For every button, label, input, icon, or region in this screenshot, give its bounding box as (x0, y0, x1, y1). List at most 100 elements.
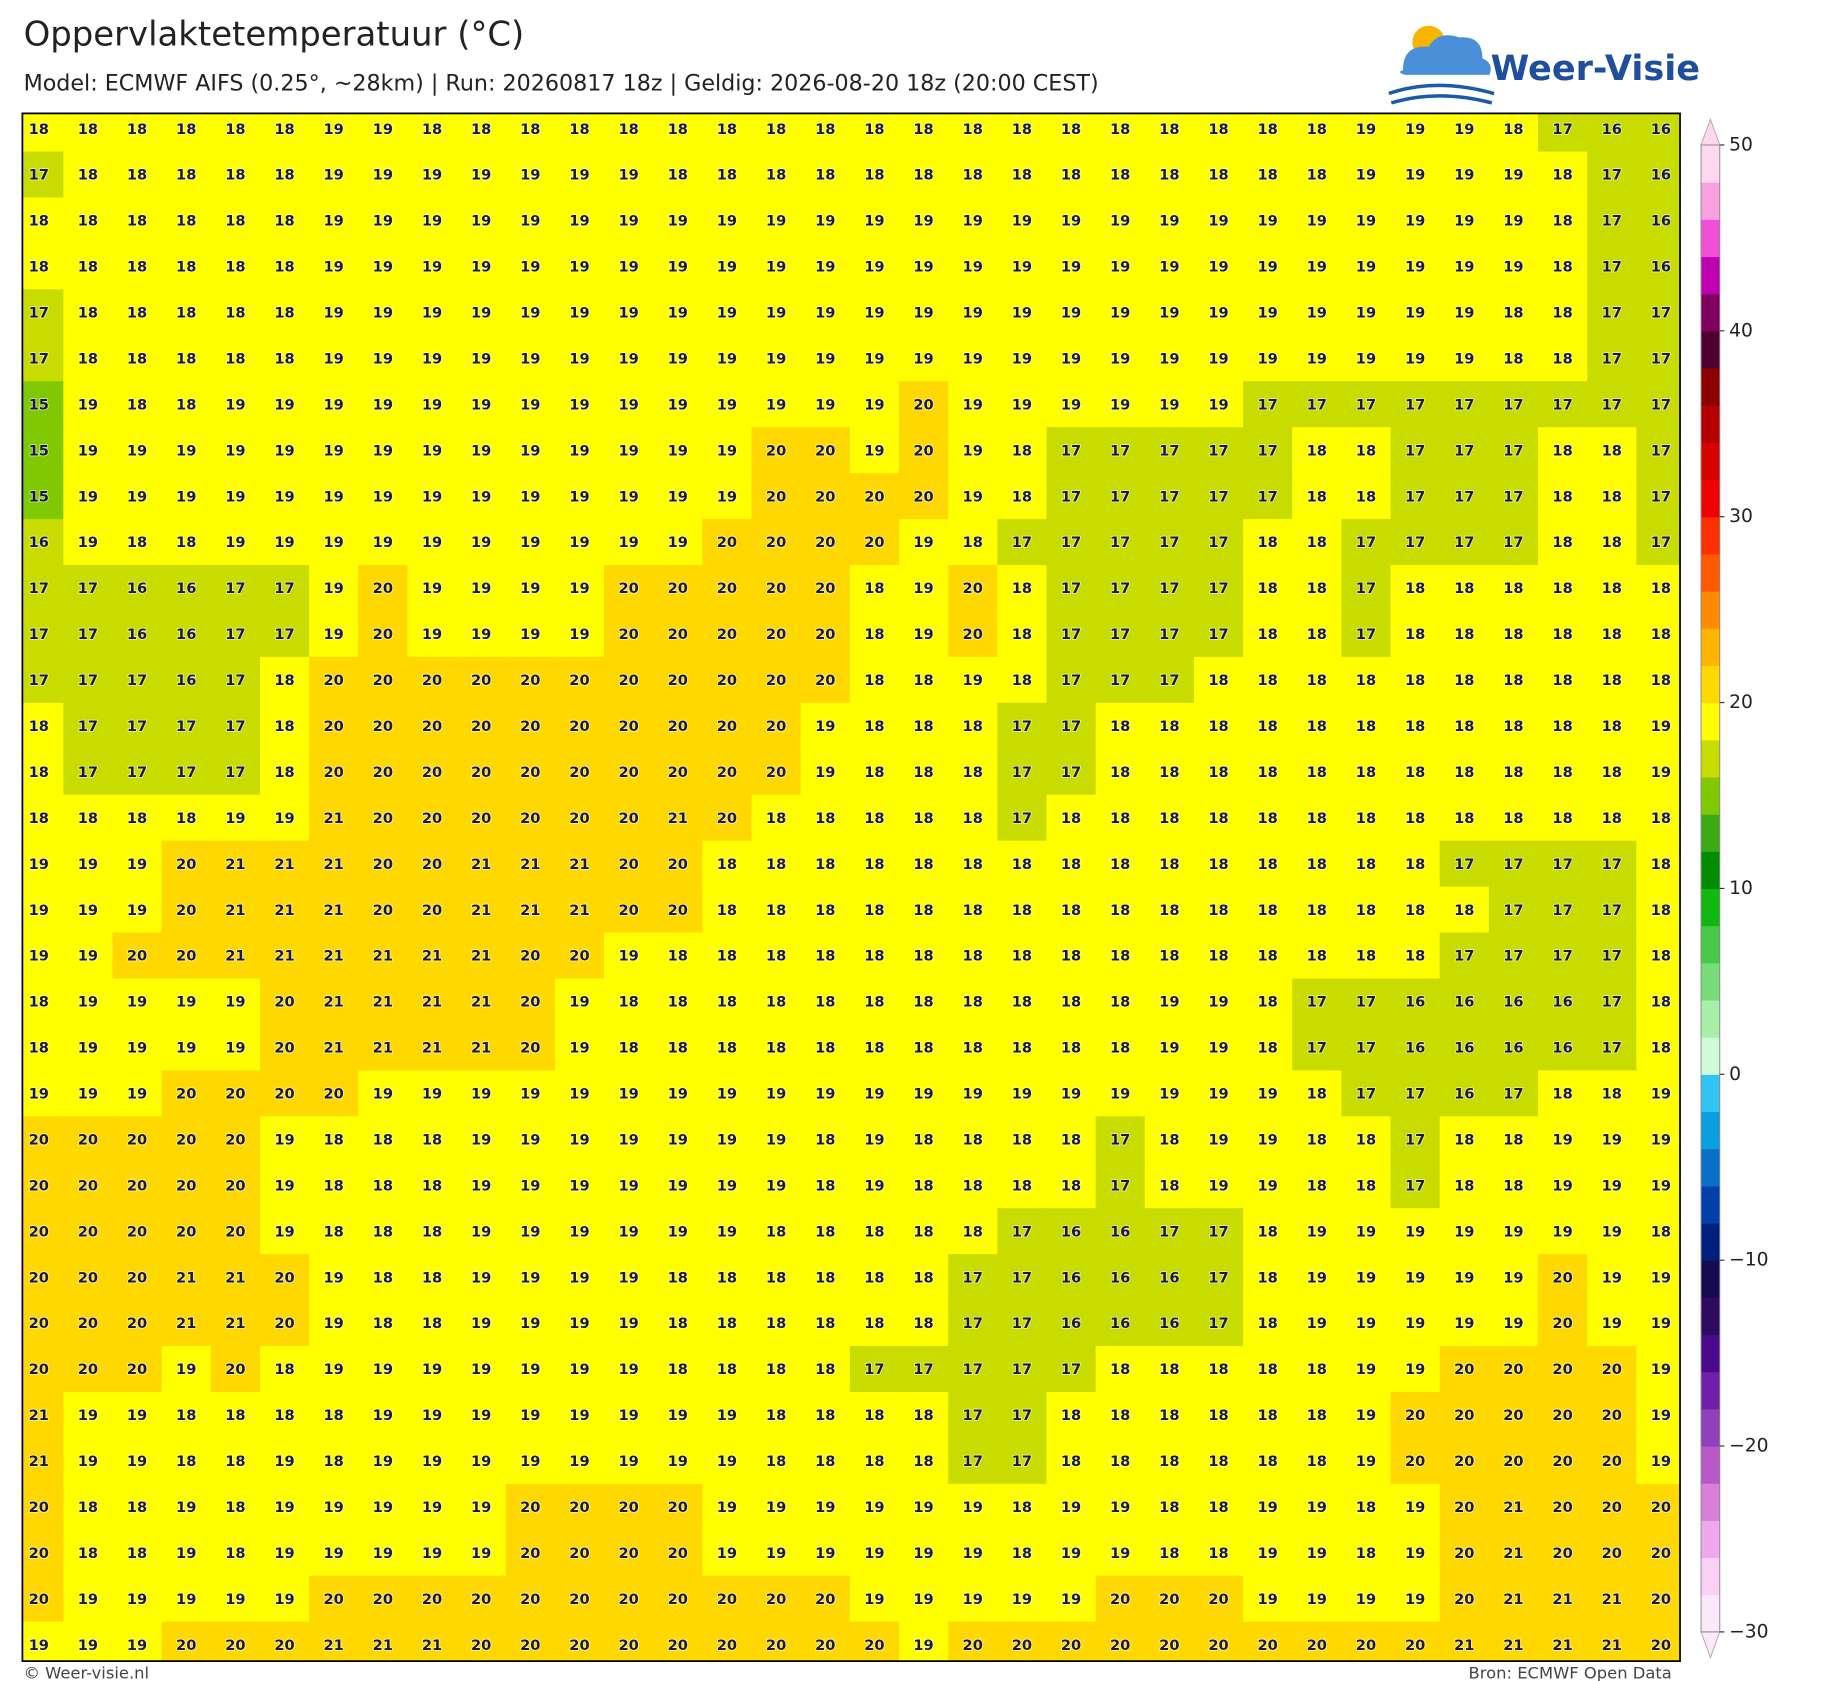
grid-cell (1144, 289, 1195, 337)
temperature-value: 18 (127, 534, 147, 551)
grid-cell (1390, 1300, 1441, 1347)
grid-cell (161, 197, 212, 245)
temperature-value: 21 (225, 856, 245, 873)
grid-cell (554, 656, 605, 704)
temperature-value: 18 (913, 1131, 933, 1148)
temperature-value: 19 (618, 948, 638, 965)
temperature-value: 19 (717, 442, 737, 459)
colorbar-tick-label: 50 (1729, 134, 1753, 155)
grid-cell (1243, 243, 1293, 291)
temperature-value: 19 (1061, 259, 1081, 276)
grid-cell (358, 1483, 409, 1531)
grid-cell (1095, 748, 1146, 796)
temperature-value: 20 (1552, 1499, 1572, 1516)
grid-cell (1439, 519, 1490, 566)
grid-cell (22, 748, 65, 796)
copyright: © Weer-visie.nl (24, 1663, 150, 1681)
temperature-value: 20 (274, 994, 294, 1011)
temperature-value: 17 (1651, 396, 1671, 413)
grid-cell (898, 1254, 949, 1301)
grid-cell (1193, 1070, 1244, 1118)
temperature-value: 18 (1012, 948, 1032, 965)
grid-cell (1390, 335, 1441, 382)
temperature-value: 20 (127, 948, 147, 965)
grid-cell (948, 1346, 999, 1393)
grid-cell (161, 1070, 212, 1118)
grid-cell (1193, 335, 1244, 382)
grid-cell (1193, 1621, 1244, 1662)
temperature-value: 20 (668, 1591, 688, 1608)
temperature-value: 20 (815, 1591, 835, 1608)
grid-cell (1292, 1346, 1343, 1393)
temperature-value: 19 (1208, 305, 1228, 322)
grid-cell (63, 656, 114, 704)
grid-cell (1538, 886, 1588, 934)
temperature-value: 19 (1307, 350, 1327, 367)
grid-cell (407, 1024, 458, 1072)
grid-cell (1439, 978, 1490, 1026)
grid-cell (407, 1254, 458, 1301)
grid-cell (1243, 1162, 1293, 1209)
grid-cell (554, 794, 605, 842)
grid-cell (948, 113, 999, 153)
temperature-value: 18 (520, 121, 540, 138)
grid-cell (997, 748, 1048, 796)
grid-cell (407, 702, 458, 750)
grid-cell (948, 427, 999, 474)
temperature-value: 20 (78, 1177, 98, 1194)
temperature-value: 19 (963, 1086, 983, 1103)
grid-cell (751, 335, 802, 382)
grid-cell (112, 1070, 163, 1118)
grid-cell (1243, 1391, 1293, 1439)
temperature-value: 19 (520, 1223, 540, 1240)
grid-cell (898, 1621, 949, 1662)
grid-cell (210, 243, 261, 291)
temperature-value: 18 (963, 902, 983, 919)
grid-cell (653, 1116, 704, 1163)
temperature-value: 18 (913, 718, 933, 735)
grid-cell (161, 978, 212, 1026)
grid-cell (63, 113, 114, 153)
temperature-value: 18 (225, 167, 245, 184)
grid-cell (702, 794, 753, 842)
grid-cell (456, 289, 507, 337)
grid-cell (358, 1162, 409, 1209)
grid-cell (358, 748, 409, 796)
temperature-value: 19 (127, 1407, 147, 1424)
colorbar-tick-label: 0 (1729, 1064, 1741, 1085)
grid-cell (751, 473, 802, 520)
grid-cell (800, 978, 851, 1026)
temperature-value: 18 (717, 902, 737, 919)
grid-cell (997, 1116, 1048, 1163)
grid-cell (161, 656, 212, 704)
grid-cell (800, 1024, 851, 1072)
grid-cell (653, 1346, 704, 1393)
grid-cell (1390, 427, 1441, 474)
temperature-value: 18 (913, 1453, 933, 1470)
temperature-value: 19 (1159, 259, 1179, 276)
grid-cell (849, 1391, 900, 1439)
grid-cell (112, 243, 163, 291)
grid-cell (997, 1621, 1048, 1662)
grid-cell (1488, 702, 1539, 750)
grid-cell (1144, 1621, 1195, 1662)
grid-cell (997, 1575, 1048, 1623)
grid-cell (1439, 1391, 1490, 1439)
grid-cell (653, 886, 704, 934)
grid-cell (161, 840, 212, 888)
colorbar-band (1701, 1557, 1720, 1596)
temperature-value: 19 (78, 994, 98, 1011)
temperature-value: 21 (324, 1040, 344, 1057)
grid-cell (505, 151, 556, 199)
grid-cell (702, 151, 753, 199)
temperature-value: 18 (1454, 626, 1474, 643)
grid-cell (653, 840, 704, 888)
colorbar-tick-label: 30 (1729, 506, 1753, 527)
grid-cell (161, 565, 212, 612)
grid-cell (1439, 1300, 1490, 1347)
colorbar-band (1701, 1483, 1720, 1521)
temperature-value: 17 (1503, 1086, 1523, 1103)
grid-cell (800, 335, 851, 382)
grid-cell (702, 197, 753, 245)
temperature-value: 18 (78, 305, 98, 322)
